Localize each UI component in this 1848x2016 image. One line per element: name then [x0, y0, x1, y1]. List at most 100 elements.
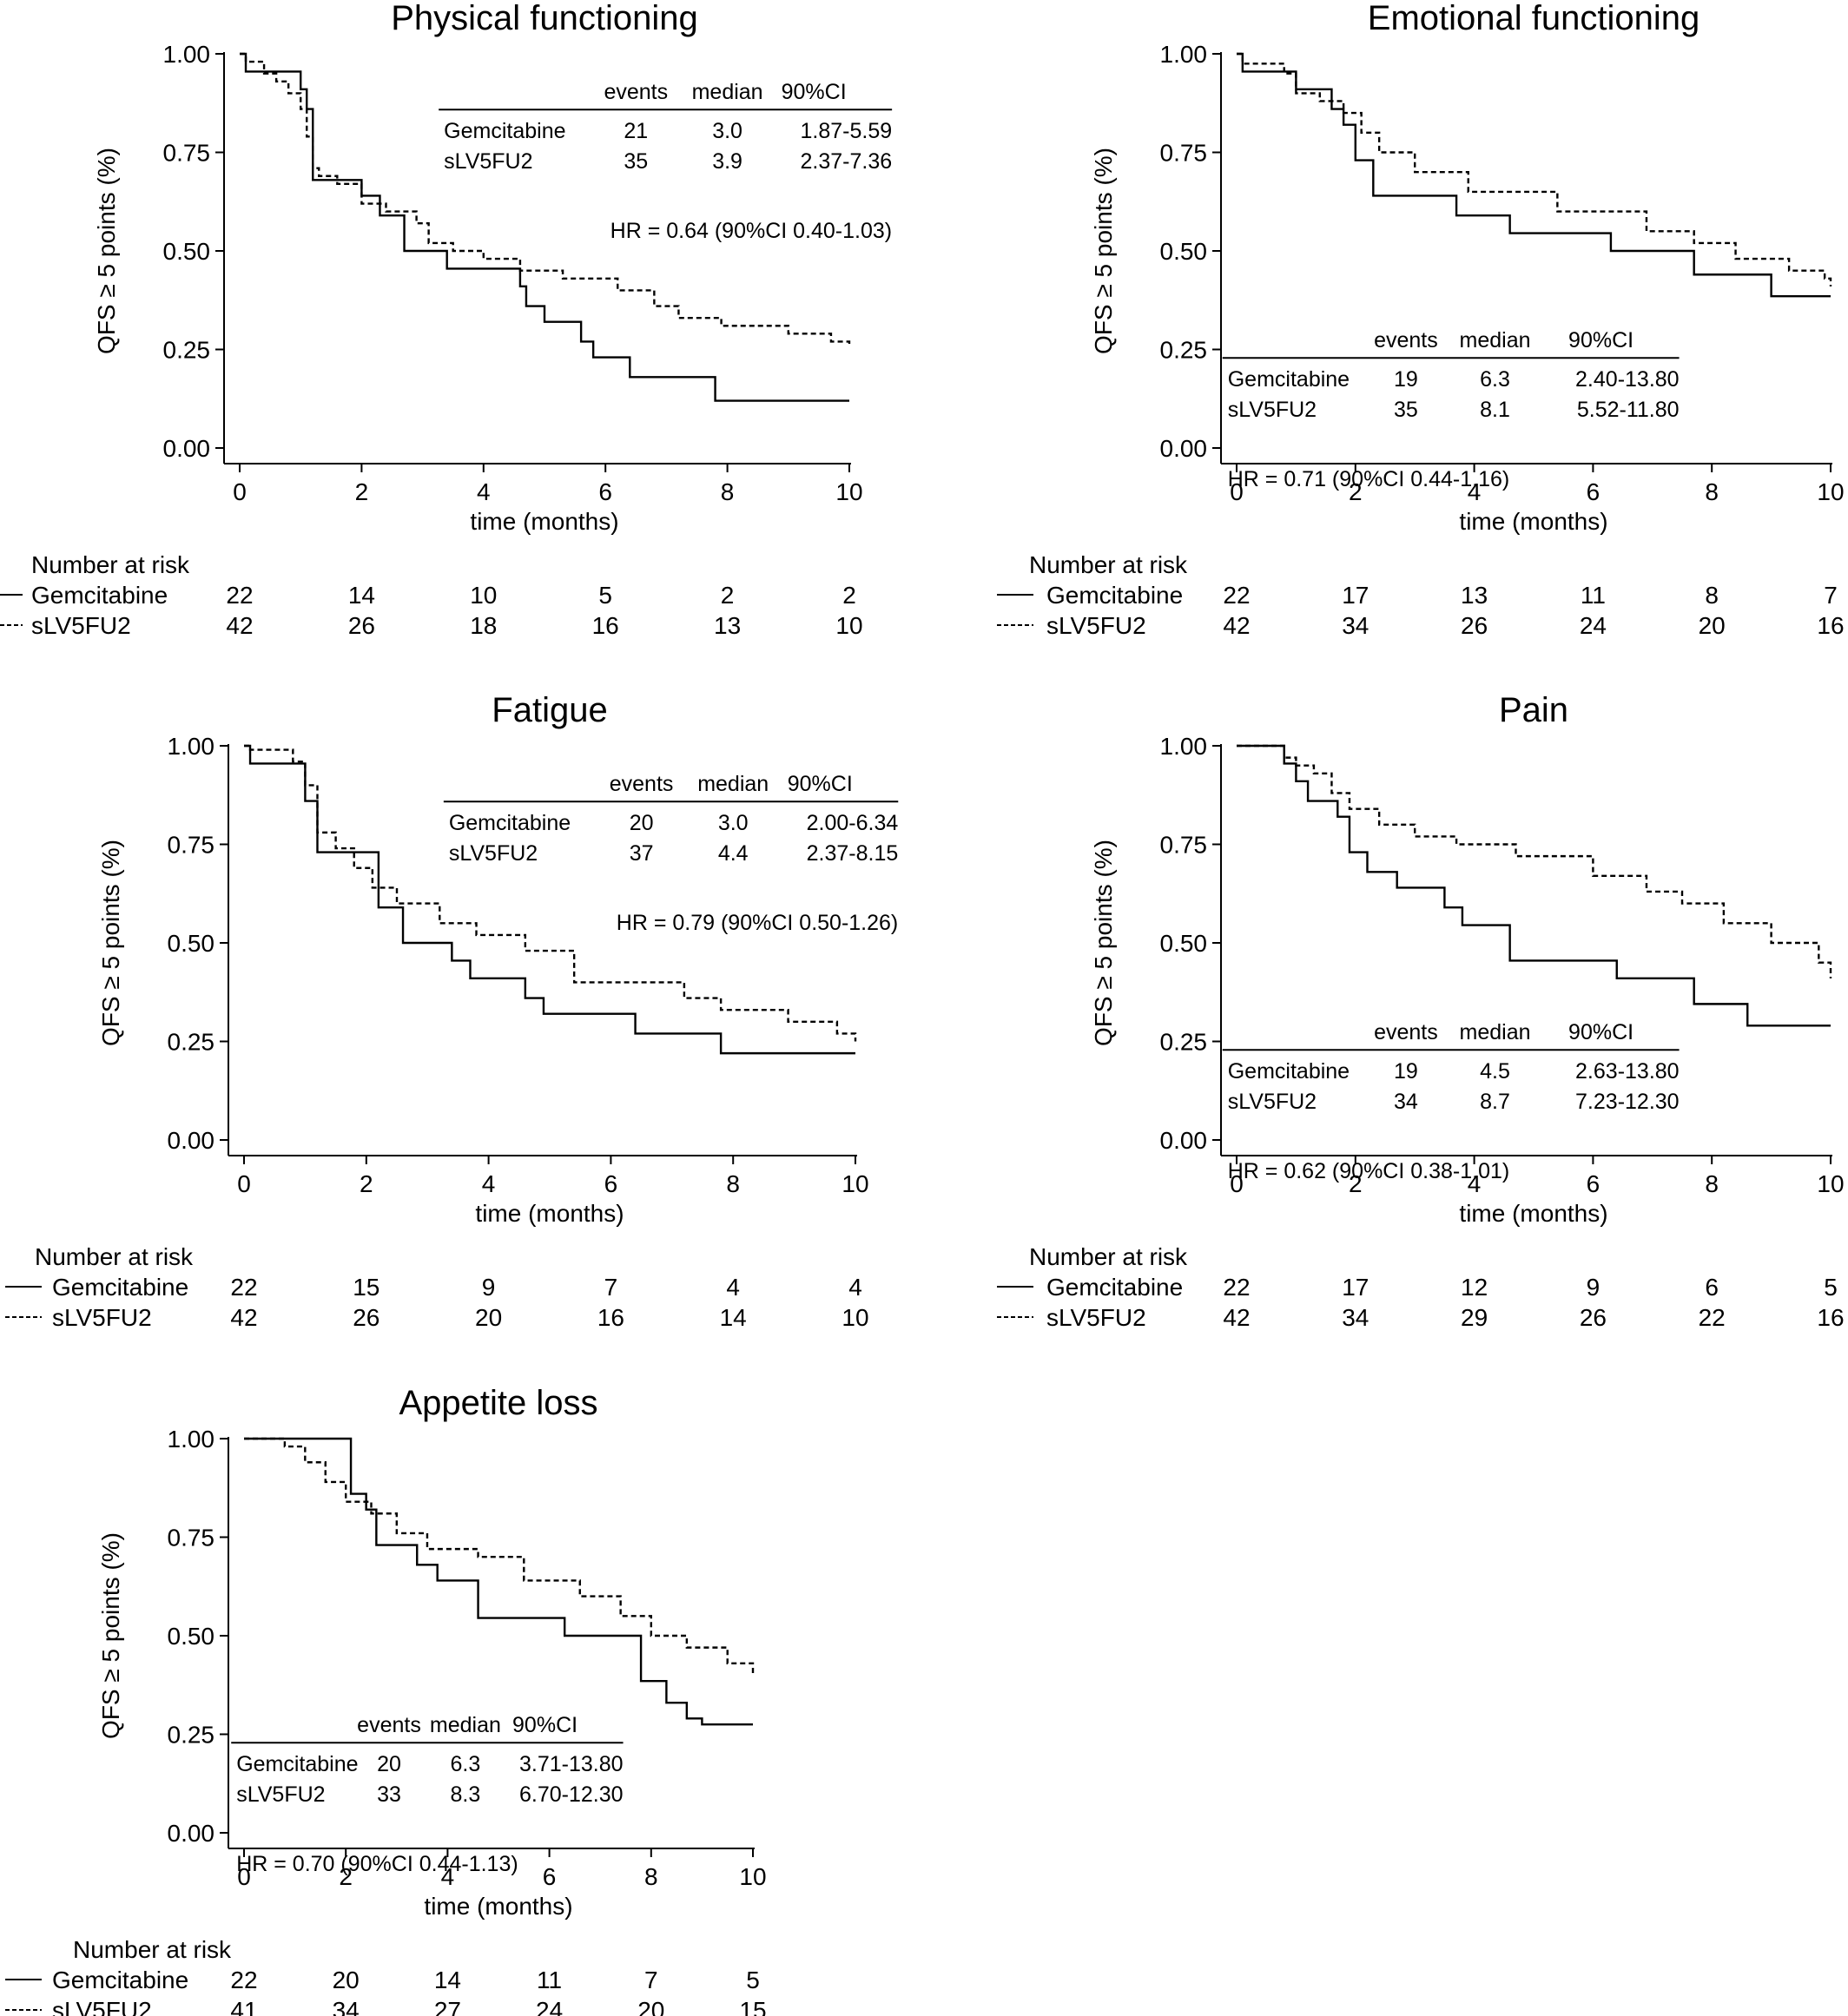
x-tick-label: 4 [477, 478, 491, 505]
x-tick-label: 2 [355, 478, 369, 505]
risk-count: 27 [434, 1997, 461, 2016]
y-tick-label: 0.50 [168, 930, 215, 957]
table-arm-label: sLV5FU2 [444, 149, 532, 174]
y-tick-label: 1.00 [168, 1426, 215, 1453]
table-ci: 6.70-12.30 [519, 1782, 624, 1807]
y-axis-label: QFS ≥ 5 points (%) [93, 148, 120, 354]
x-axis-label: time (months) [475, 1200, 624, 1227]
chart-title: Pain [1499, 691, 1568, 729]
risk-count: 20 [475, 1304, 502, 1331]
risk-count: 22 [1699, 1304, 1726, 1331]
chart-panel: Emotional functioning 0.00 0.25 0.50 0.75 1.0… [997, 0, 1845, 639]
risk-count: 34 [1342, 1304, 1369, 1331]
risk-count: 9 [482, 1274, 496, 1301]
risk-count: 20 [1699, 612, 1726, 639]
risk-count: 22 [230, 1274, 257, 1301]
table-header-events: events [357, 1713, 421, 1737]
risk-arm-label: Gemcitabine [1046, 1274, 1183, 1301]
table-header-ci: 90%CI [782, 80, 847, 104]
y-tick-label: 0.75 [1160, 832, 1208, 859]
risk-arm-label: Gemcitabine [1046, 582, 1183, 609]
table-header-median: median [430, 1713, 501, 1737]
table-median: 8.7 [1480, 1090, 1510, 1114]
y-tick-label: 1.00 [168, 733, 215, 760]
table-header-events: events [1374, 328, 1438, 352]
table-events: 20 [377, 1752, 401, 1776]
x-axis-label: time (months) [470, 508, 618, 535]
risk-count: 10 [835, 612, 862, 639]
chart-title: Appetite loss [399, 1384, 597, 1422]
table-events: 21 [624, 119, 648, 143]
x-axis-label: time (months) [1459, 508, 1607, 535]
x-tick-label: 0 [237, 1863, 251, 1890]
chart-panel: Fatigue 0.00 0.25 0.50 0.75 1.00 0 2 4 6 8 10 time (… [5, 691, 898, 1331]
table-events: 35 [1394, 398, 1418, 422]
x-tick-label: 4 [482, 1170, 496, 1197]
summary-table: events median 90%CI Gemcitabine 19 4.5 2.63-13… [1222, 1020, 1680, 1183]
table-median: 8.1 [1480, 398, 1510, 422]
table-header-median: median [697, 772, 769, 796]
x-tick-label: 6 [604, 1170, 618, 1197]
x-tick-label: 8 [1705, 1170, 1719, 1197]
hazard-ratio: HR = 0.70 (90%CI 0.44-1.13) [236, 1852, 518, 1876]
x-tick-label: 10 [1817, 478, 1844, 505]
table-median: 8.3 [451, 1782, 481, 1807]
chart-title: Physical functioning [391, 0, 698, 37]
risk-count: 22 [230, 1967, 257, 1993]
y-tick-label: 1.00 [1160, 41, 1208, 68]
risk-count: 22 [1223, 582, 1250, 609]
risk-count: 34 [1342, 612, 1369, 639]
table-ci: 2.00-6.34 [807, 811, 899, 835]
table-header-events: events [610, 772, 674, 796]
table-arm-label: Gemcitabine [449, 811, 571, 835]
risk-count: 5 [598, 582, 612, 609]
risk-count: 22 [226, 582, 253, 609]
table-header-ci: 90%CI [788, 772, 853, 796]
x-tick-label: 6 [598, 478, 612, 505]
table-ci: 2.37-8.15 [807, 841, 899, 866]
risk-count: 4 [848, 1274, 862, 1301]
y-axis-label: QFS ≥ 5 points (%) [1090, 840, 1117, 1046]
risk-count: 22 [1223, 1274, 1250, 1301]
table-events: 33 [377, 1782, 401, 1807]
x-tick-label: 4 [1468, 1170, 1482, 1197]
table-median: 3.9 [712, 149, 742, 174]
table-ci: 5.52-11.80 [1577, 398, 1680, 422]
table-header-ci: 90%CI [1568, 328, 1634, 352]
y-tick-label: 0.00 [168, 1820, 215, 1847]
table-arm-label: Gemcitabine [444, 119, 565, 143]
y-axis-label: QFS ≥ 5 points (%) [1090, 148, 1117, 354]
risk-count: 41 [230, 1997, 257, 2016]
table-events: 35 [624, 149, 648, 174]
risk-arm-label: Gemcitabine [31, 582, 168, 609]
risk-count: 16 [1817, 612, 1844, 639]
risk-count: 16 [597, 1304, 624, 1331]
series-line-slv5fu2 [1237, 52, 1832, 287]
summary-table: events median 90%CI Gemcitabine 19 6.3 2.40-13… [1222, 328, 1680, 491]
risk-heading: Number at risk [1029, 1243, 1188, 1270]
y-tick-label: 0.75 [168, 1525, 215, 1552]
x-tick-label: 4 [441, 1863, 455, 1890]
series-line-gemcitabine [1237, 52, 1831, 298]
hazard-ratio: HR = 0.62 (90%CI 0.38-1.01) [1228, 1159, 1509, 1183]
x-tick-label: 10 [835, 478, 862, 505]
risk-count: 18 [470, 612, 497, 639]
chart-panel: Physical functioning 0.00 0.25 0.50 0.75 1.00… [0, 0, 893, 639]
y-tick-label: 0.25 [1160, 1029, 1208, 1056]
y-tick-label: 0.50 [1160, 238, 1208, 265]
risk-count: 15 [353, 1274, 380, 1301]
risk-heading: Number at risk [31, 551, 190, 578]
y-tick-label: 0.00 [168, 1127, 215, 1154]
risk-count: 7 [604, 1274, 618, 1301]
table-arm-label: Gemcitabine [1228, 1059, 1350, 1084]
y-tick-label: 0.25 [1160, 337, 1208, 364]
y-tick-label: 0.75 [163, 140, 211, 167]
x-axis-label: time (months) [1459, 1200, 1607, 1227]
chart-panel: Pain 0.00 0.25 0.50 0.75 1.00 0 2 4 6 8 10 time (mon… [997, 691, 1845, 1331]
table-median: 4.4 [718, 841, 749, 866]
y-axis-label: QFS ≥ 5 points (%) [97, 840, 124, 1046]
risk-count: 10 [470, 582, 497, 609]
table-arm-label: Gemcitabine [1228, 367, 1350, 392]
risk-count: 9 [1587, 1274, 1600, 1301]
